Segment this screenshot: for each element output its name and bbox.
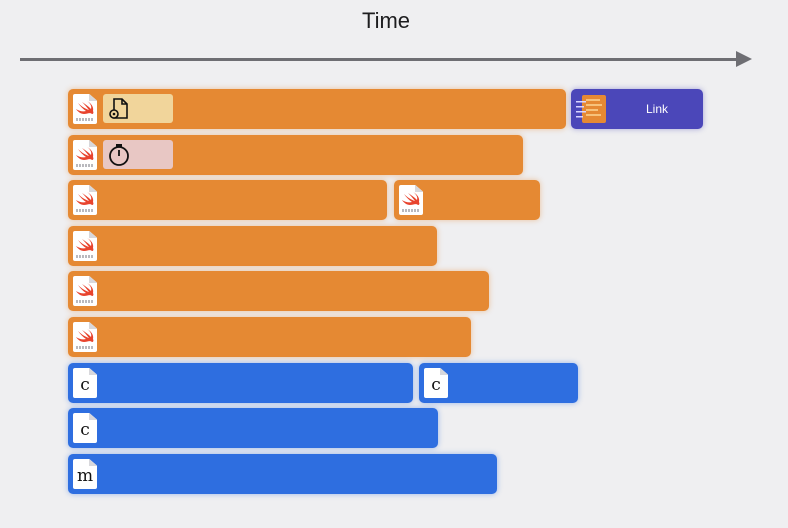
code-generation-chip	[103, 94, 173, 123]
swift-file-icon	[73, 94, 97, 124]
time-axis-arrow-icon	[736, 51, 752, 67]
swift-compile-bar	[68, 317, 471, 357]
swift-file-icon	[73, 140, 97, 170]
stopwatch-icon	[109, 144, 129, 166]
linker-icon	[576, 95, 606, 123]
c-file-icon: c	[424, 368, 448, 398]
swift-compile-bar	[394, 180, 540, 220]
c-compile-bar: c	[419, 363, 578, 403]
swift-compile-bar	[68, 89, 566, 129]
m-file-icon: m	[73, 459, 97, 489]
swift-compile-bar	[68, 180, 387, 220]
time-axis-title: Time	[361, 8, 411, 33]
c-file-icon: c	[73, 413, 97, 443]
m-file-letter: m	[76, 466, 94, 486]
c-file-icon: c	[73, 368, 97, 398]
c-file-letter: c	[431, 375, 441, 395]
c-compile-bar: c	[68, 408, 438, 448]
swift-compile-bar	[68, 226, 437, 266]
swift-file-icon	[399, 185, 423, 215]
swift-compile-bar	[68, 135, 523, 175]
swift-compile-bar	[68, 271, 489, 311]
swift-file-icon	[73, 231, 97, 261]
c-file-letter: c	[80, 420, 90, 440]
c-file-letter: c	[80, 375, 90, 395]
time-axis-line	[20, 58, 742, 61]
file-gear-icon	[109, 98, 128, 119]
c-compile-bar: c	[68, 363, 413, 403]
swift-file-icon	[73, 276, 97, 306]
m-compile-bar: m	[68, 454, 497, 494]
timing-chip	[103, 140, 173, 169]
link-label: Link	[645, 102, 668, 116]
link-bar: Link	[571, 89, 703, 129]
swift-file-icon	[73, 322, 97, 352]
swift-file-icon	[73, 185, 97, 215]
